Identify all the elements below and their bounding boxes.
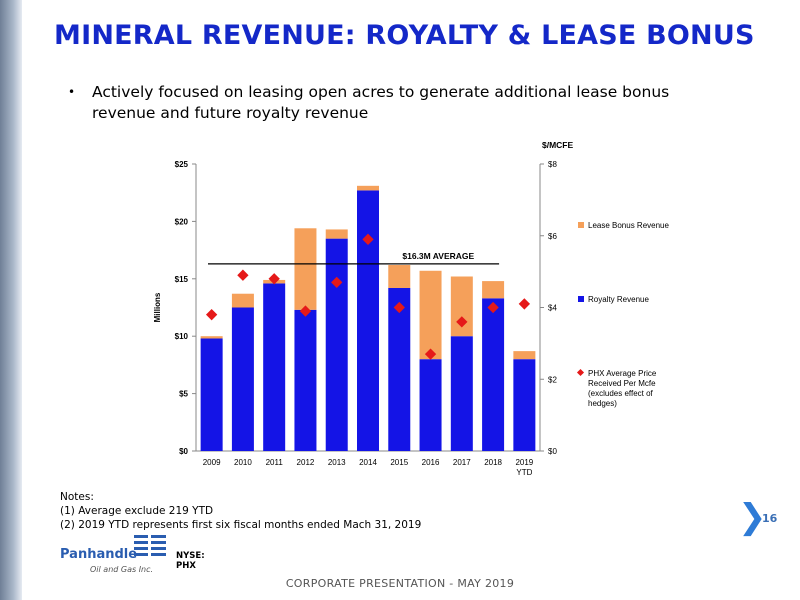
x-tick-label: 2012: [297, 458, 315, 467]
company-logo: Panhandle Oil and Gas Inc. NYSE: PHX: [60, 533, 210, 579]
royalty-bar: [450, 336, 473, 451]
royalty-bar: [419, 359, 442, 451]
lease-bonus-bar: [294, 228, 317, 310]
left-decor-bar: [0, 0, 22, 600]
logo-ticker: NYSE: PHX: [176, 551, 205, 571]
logo-subtitle: Oil and Gas Inc.: [90, 565, 154, 574]
legend-label: hedges): [588, 399, 617, 408]
legend-label: (excludes effect of: [588, 389, 654, 398]
price-marker: [331, 276, 343, 289]
y-axis-label: Millions: [153, 292, 162, 322]
legend-label: Lease Bonus Revenue: [588, 221, 670, 230]
x-tick-label: 2018: [484, 458, 502, 467]
lease-bonus-bar: [388, 265, 411, 288]
notes: Notes: (1) Average exclude 219 YTD (2) 2…: [60, 490, 421, 532]
logo-flag-icon: [134, 533, 166, 563]
legend-label: Received Per Mcfe: [588, 379, 656, 388]
bullet-point: • Actively focused on leasing open acres…: [68, 82, 672, 124]
royalty-bar: [482, 298, 505, 451]
x-tick-label: 2016: [422, 458, 440, 467]
legend-royalty-swatch: [578, 296, 584, 302]
y2-tick-label: $2: [548, 375, 557, 384]
y-tick-label: $20: [175, 217, 189, 226]
lease-bonus-bar: [419, 270, 442, 360]
y-tick-label: $5: [179, 390, 188, 399]
royalty-bar: [231, 307, 254, 451]
legend-lease-bonus-swatch: [578, 222, 584, 228]
legend-label: Royalty Revenue: [588, 295, 649, 304]
x-tick-label: 2019: [515, 458, 533, 467]
x-tick-label: 2017: [453, 458, 471, 467]
lease-bonus-bar: [513, 351, 536, 360]
price-marker: [299, 305, 312, 317]
y2-axis-label: $/MCFE: [542, 140, 574, 150]
lease-bonus-bar: [231, 293, 254, 308]
page-title: MINERAL REVENUE: ROYALTY & LEASE BONUS: [54, 20, 755, 51]
x-tick-label: YTD: [516, 468, 532, 477]
next-chevron-icon[interactable]: ❯: [738, 497, 767, 537]
x-tick-label: 2015: [390, 458, 408, 467]
lease-bonus-bar: [482, 281, 505, 299]
price-marker: [393, 301, 405, 314]
x-tick-label: 2014: [359, 458, 377, 467]
notes-title: Notes:: [60, 491, 94, 503]
page-number: 16: [762, 512, 778, 525]
footer: CORPORATE PRESENTATION - MAY 2019: [285, 577, 515, 590]
y2-tick-label: $4: [548, 304, 557, 313]
price-marker: [456, 316, 468, 328]
logo-name: Panhandle: [60, 547, 138, 562]
note-1: (1) Average exclude 219 YTD: [60, 505, 214, 517]
y-tick-label: $25: [175, 160, 189, 169]
price-marker: [518, 298, 531, 310]
price-marker: [205, 309, 218, 321]
lease-bonus-bar: [200, 336, 223, 339]
royalty-bar: [513, 359, 536, 451]
legend-label: PHX Average Price: [588, 369, 657, 378]
x-tick-label: 2013: [328, 458, 346, 467]
price-marker: [424, 348, 437, 360]
price-marker: [362, 233, 374, 245]
y-tick-label: $10: [175, 332, 189, 341]
note-2: (2) 2019 YTD represents first six fiscal…: [60, 519, 422, 531]
price-marker: [268, 273, 280, 285]
lease-bonus-bar: [357, 185, 379, 191]
royalty-bar: [388, 287, 411, 451]
royalty-bar: [263, 283, 286, 451]
price-marker: [237, 269, 249, 281]
bullet-dot-icon: •: [68, 85, 76, 99]
y-tick-label: $15: [175, 275, 189, 284]
average-label: $16.3M AVERAGE: [402, 251, 474, 261]
y2-tick-label: $6: [548, 232, 557, 241]
royalty-bar: [294, 309, 317, 451]
x-tick-label: 2010: [234, 458, 252, 467]
price-marker: [487, 301, 499, 314]
lease-bonus-bar: [325, 229, 348, 239]
x-tick-label: 2009: [203, 458, 221, 467]
royalty-bar: [357, 190, 379, 452]
lease-bonus-bar: [450, 276, 473, 337]
y-tick-label: $0: [179, 447, 188, 456]
y2-tick-label: $0: [548, 447, 557, 456]
royalty-bar: [325, 238, 348, 451]
royalty-bar: [200, 338, 223, 451]
bullet-text: Actively focused on leasing open acres t…: [92, 83, 670, 122]
legend-price-swatch: [576, 368, 585, 377]
x-tick-label: 2011: [266, 458, 284, 467]
y2-tick-label: $8: [548, 160, 557, 169]
